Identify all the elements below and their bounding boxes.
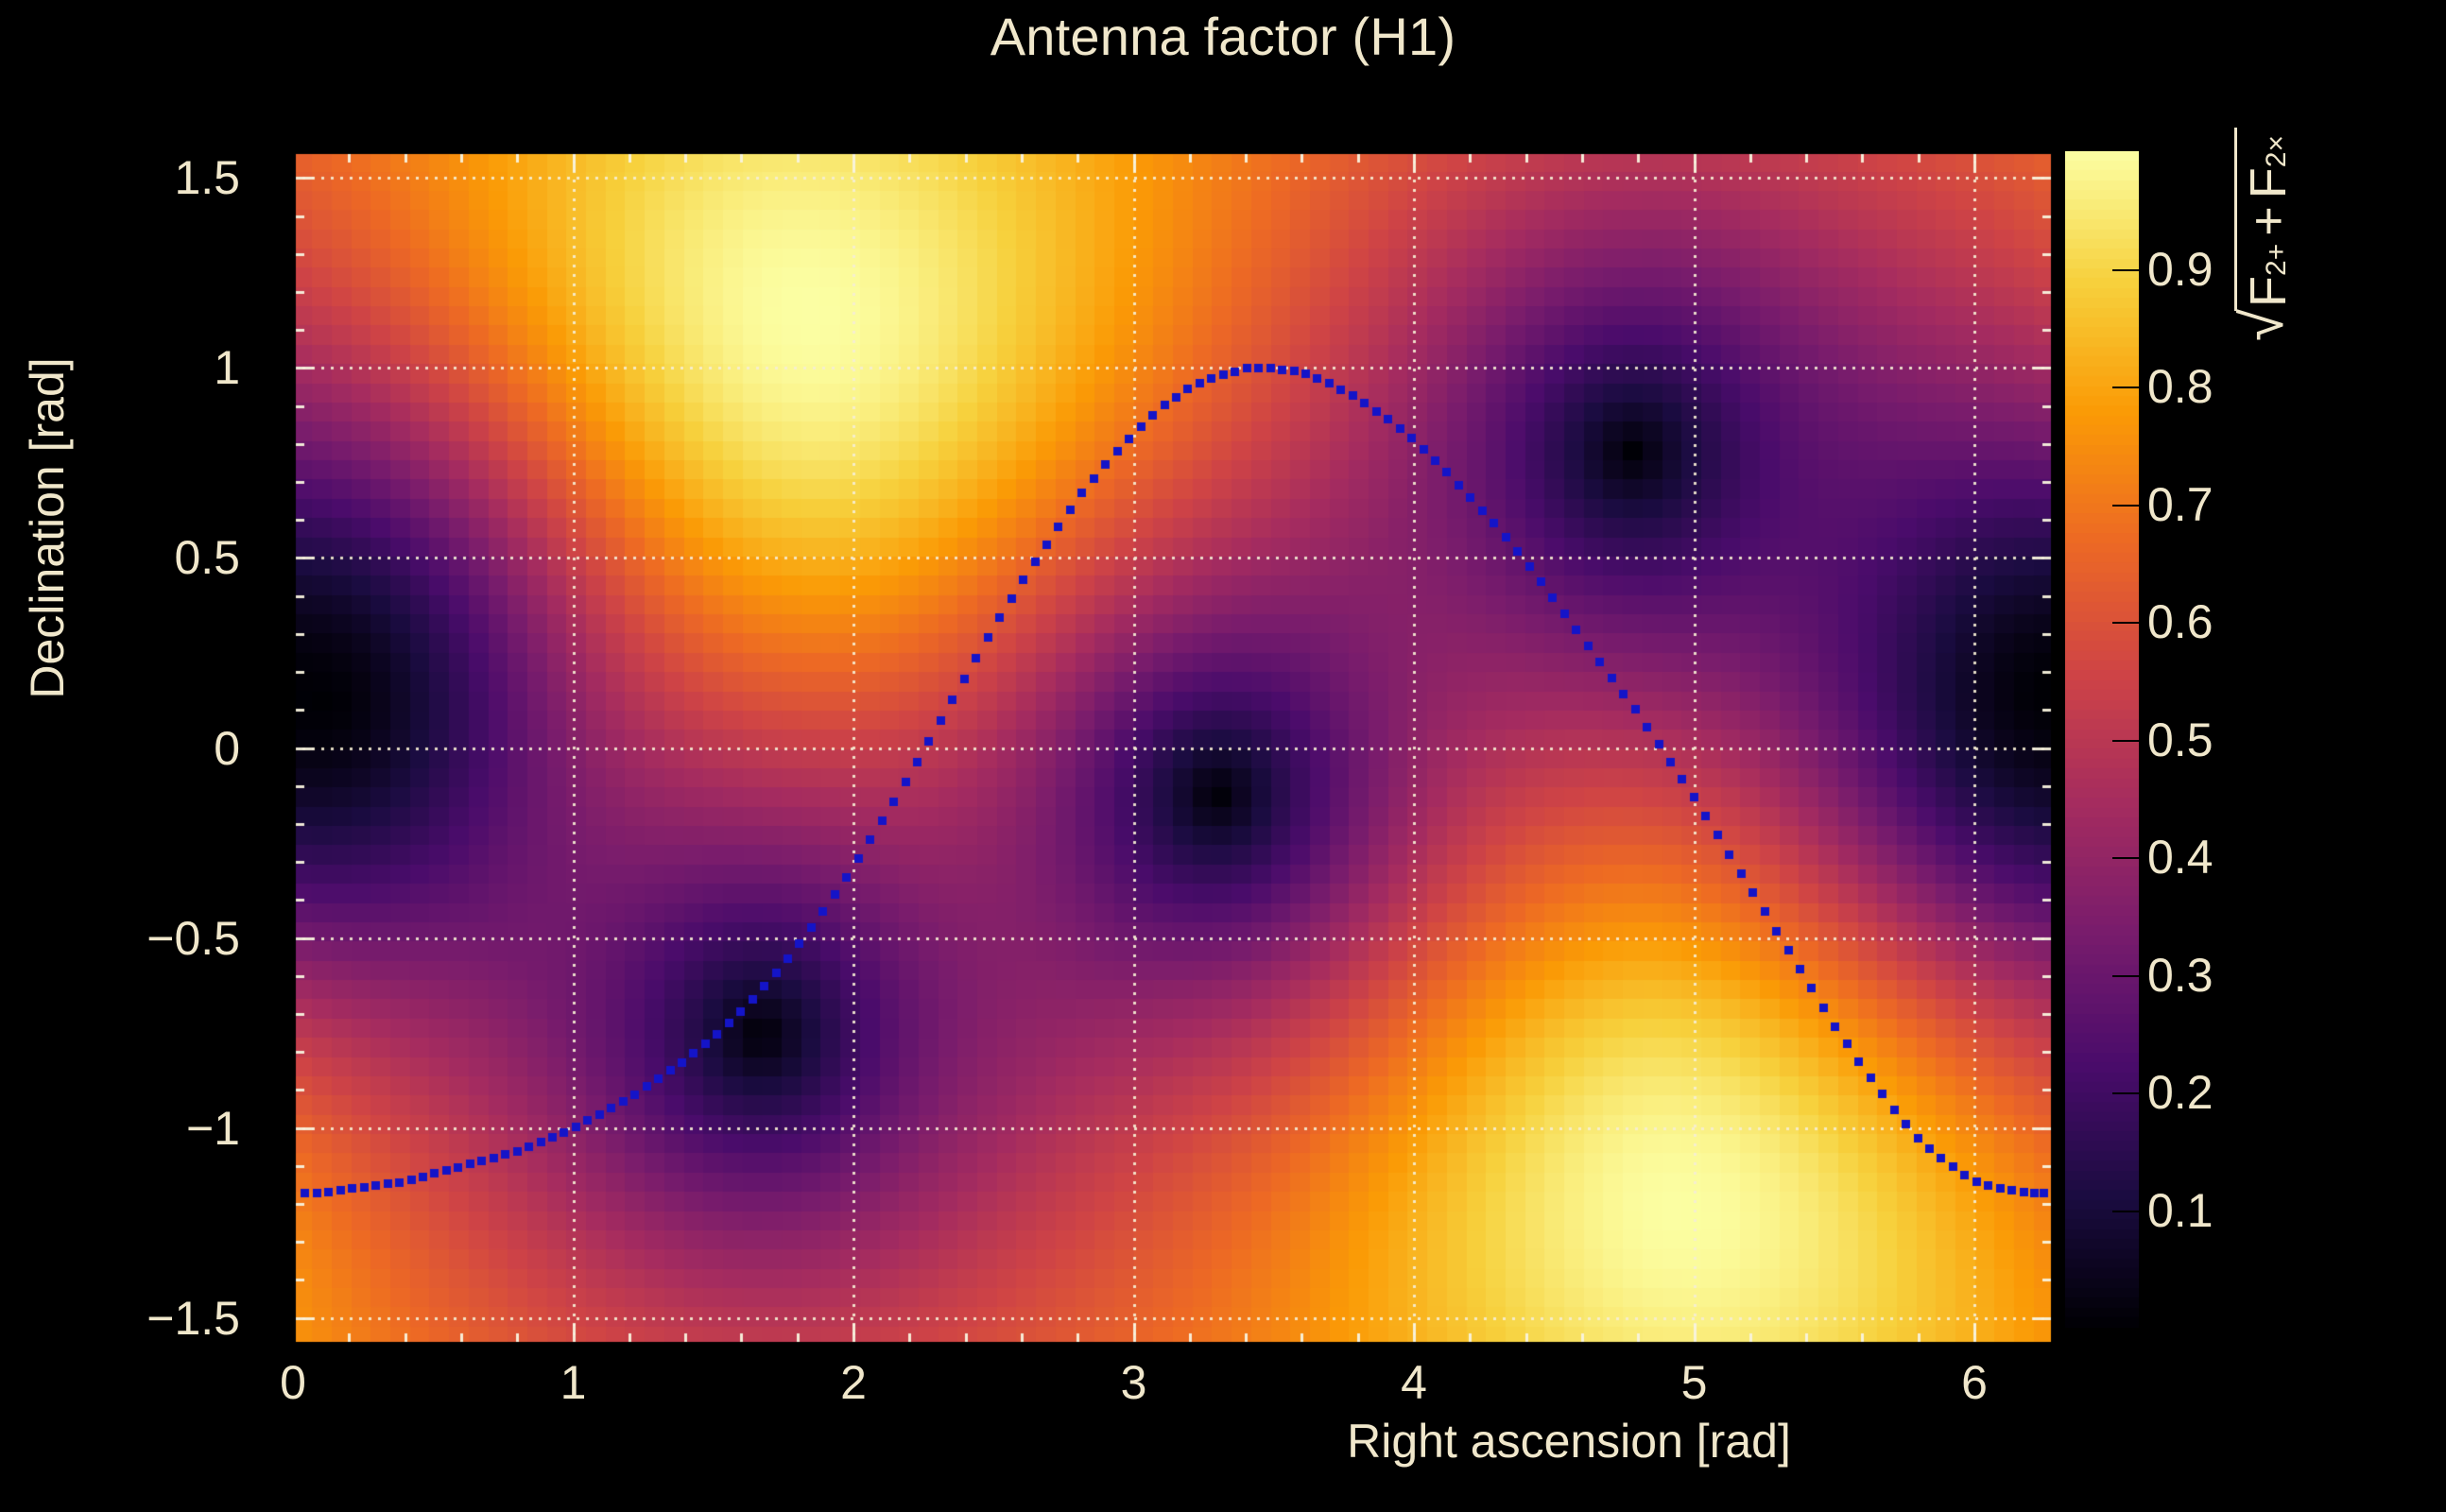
y-tick-label: 1 — [214, 341, 240, 395]
colorbar-tick — [2112, 387, 2139, 388]
y-tick-label: −1.5 — [146, 1291, 240, 1345]
x-tick-label: 0 — [280, 1356, 306, 1409]
colorbar-tick-label: 0.8 — [2147, 360, 2213, 413]
colorbar-tick-label: 0.4 — [2147, 831, 2213, 884]
x-tick-label: 4 — [1401, 1356, 1427, 1409]
colorbar-tick — [2112, 739, 2139, 742]
radical-sign: √ — [2230, 308, 2296, 342]
colorbar-tick — [2112, 1092, 2139, 1094]
colorbar-tick — [2112, 974, 2139, 977]
colorbar-tick — [2112, 1210, 2139, 1212]
colorbar-tick — [2112, 504, 2139, 507]
x-tick-label: 6 — [1961, 1356, 1988, 1409]
colorbar-tick-labels: 0.1 0.2 0.3 0.4 0.5 0.6 0.7 0.8 0.9 — [2147, 151, 2289, 1328]
y-tick-label: 0.5 — [174, 531, 240, 585]
x-tick-label: 3 — [1120, 1356, 1147, 1409]
colorbar-tick-label: 0.1 — [2147, 1183, 2213, 1237]
colorbar-tick-label: 0.3 — [2147, 948, 2213, 1002]
colorbar-title: √ F 2 + + F 2 × — [2202, 93, 2446, 376]
y-tick-label: 1.5 — [174, 151, 240, 205]
y-tick-label: −0.5 — [146, 911, 240, 965]
colorbar-tick-marks — [2065, 151, 2139, 1328]
f-plus-subscript: + — [2260, 243, 2292, 261]
plus-operator: + — [2239, 206, 2297, 236]
x-tick-label: 2 — [840, 1356, 867, 1409]
colorbar — [2065, 151, 2139, 1328]
colorbar-tick-label: 0.9 — [2147, 242, 2213, 296]
y-tick-label: −1 — [185, 1101, 240, 1155]
heatmap-plot-area — [293, 151, 2054, 1345]
y-tick-label: 0 — [214, 721, 240, 775]
colorbar-tick-label: 0.6 — [2147, 595, 2213, 648]
x-tick-label: 5 — [1680, 1356, 1708, 1409]
f-plus-exponent: 2 — [2260, 260, 2292, 276]
colorbar-title-expression: √ F 2 + + F 2 × — [2230, 128, 2297, 342]
colorbar-tick-label: 0.7 — [2147, 477, 2213, 531]
colorbar-tick-label: 0.5 — [2147, 713, 2213, 766]
plot-overlay-grid-and-curve — [293, 151, 2054, 1345]
f-cross-exponent: 2 — [2260, 151, 2292, 168]
colorbar-tick — [2112, 268, 2139, 271]
colorbar-tick — [2112, 857, 2139, 859]
x-axis-title: Right ascension [rad] — [1347, 1415, 1791, 1468]
f-cross-subscript: × — [2260, 135, 2292, 152]
f-plus-symbol: F — [2239, 275, 2297, 307]
f-cross-symbol: F — [2239, 167, 2297, 199]
x-tick-label: 1 — [560, 1356, 587, 1409]
page-title: Antenna factor (H1) — [990, 7, 1456, 66]
colorbar-tick — [2112, 622, 2139, 624]
y-axis-tick-labels: −1.5 −1 −0.5 0 0.5 1 1.5 — [0, 151, 272, 1345]
x-axis-tick-labels: 0 1 2 3 4 5 6 — [280, 1355, 2054, 1414]
colorbar-tick-label: 0.2 — [2147, 1066, 2213, 1119]
y-axis-title: Declination [rad] — [21, 357, 74, 699]
